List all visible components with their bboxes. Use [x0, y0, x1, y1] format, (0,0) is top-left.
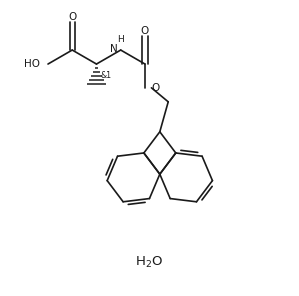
Text: H: H [117, 35, 124, 44]
Text: O: O [141, 26, 149, 36]
Text: &1: &1 [100, 70, 112, 80]
Text: O: O [151, 83, 160, 93]
Text: N: N [110, 44, 118, 54]
Text: HO: HO [24, 59, 40, 69]
Text: H$_2$O: H$_2$O [135, 255, 164, 271]
Text: O: O [68, 12, 76, 22]
